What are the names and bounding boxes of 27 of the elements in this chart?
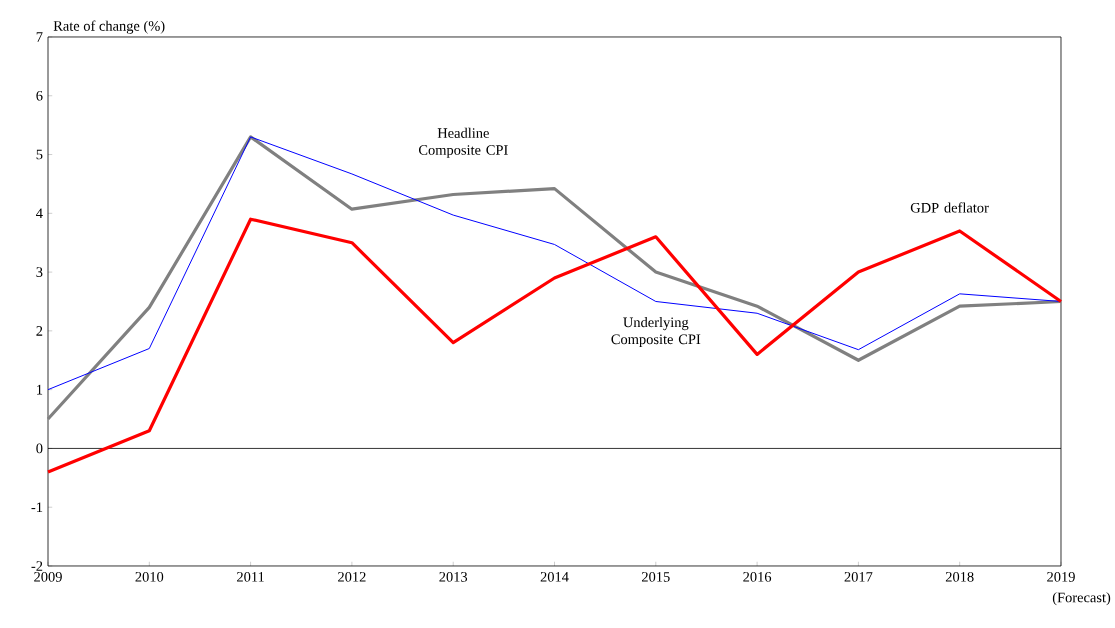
text: Headline Composite CPI: [418, 127, 508, 158]
y-tick-label: 3: [36, 267, 43, 277]
line-series: [46, 217, 1063, 474]
x-tick-label: 2016: [743, 572, 772, 582]
y-tick-label: 0: [36, 443, 43, 454]
series-label: GDP deflator: [910, 202, 989, 213]
x-tick-label: 2012: [338, 572, 366, 582]
y-tick-label: 6: [36, 90, 43, 101]
x-tick-label: 2014: [540, 572, 569, 582]
x-tick-label: 2009: [34, 572, 62, 582]
y-tick-label: 2: [36, 326, 43, 336]
series-label: Underlying Composite CPI: [611, 317, 701, 348]
y-tick-label: 7: [36, 32, 43, 42]
x-tick-label: 2019: [1047, 572, 1075, 582]
x-tick-label: 2013: [439, 572, 468, 582]
x-tick-label: 2015: [642, 572, 670, 582]
y-tick-label: 5: [36, 149, 43, 160]
text: (Forecast): [1052, 592, 1111, 606]
x-tick-label: 2011: [237, 572, 264, 582]
y-tick-label: -2: [31, 561, 43, 571]
x-tick-label: 2018: [945, 572, 974, 582]
x-tick-label: 2017: [844, 572, 873, 582]
x-tick-label: 2010: [135, 572, 164, 582]
y-tick-label: -1: [31, 502, 43, 512]
y-axis-title: Rate of change (%): [53, 20, 165, 34]
y-tick-label: 1: [37, 384, 43, 395]
y-tick-label: 4: [36, 208, 43, 219]
